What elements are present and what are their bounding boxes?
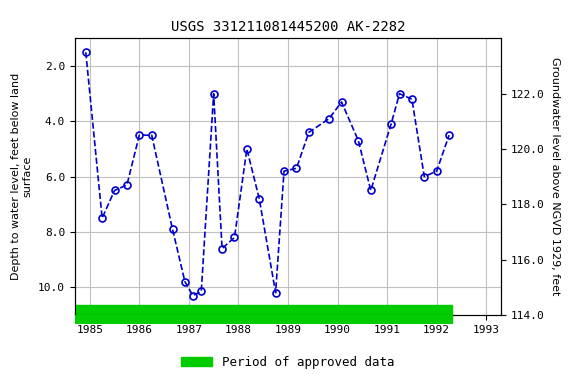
Bar [75,315,452,324]
Title: USGS 331211081445200 AK-2282: USGS 331211081445200 AK-2282 [170,20,406,35]
Y-axis label: Groundwater level above NGVD 1929, feet: Groundwater level above NGVD 1929, feet [550,58,560,296]
Y-axis label: Depth to water level, feet below land
surface: Depth to water level, feet below land su… [11,73,33,280]
Bar [75,305,452,315]
Legend: Period of approved data: Period of approved data [176,351,400,374]
